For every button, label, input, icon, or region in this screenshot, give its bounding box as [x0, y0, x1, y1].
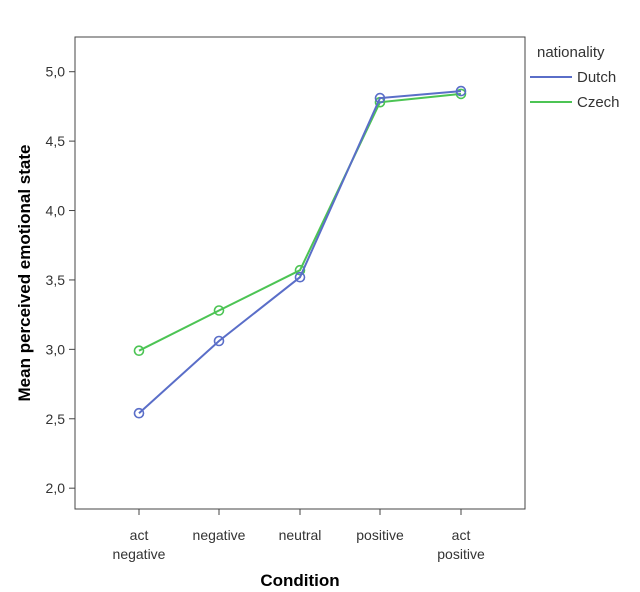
data-point: [455, 85, 467, 97]
data-point: [133, 407, 145, 419]
series-dutch: [133, 85, 467, 419]
y-tick-label: 5,0: [46, 64, 66, 80]
y-tick-label: 2,5: [46, 411, 66, 427]
y-tick-label: 4,5: [46, 133, 66, 149]
legend-label: Czech: [577, 94, 620, 111]
data-point: [294, 264, 306, 276]
x-tick-label: act positive: [437, 527, 485, 562]
y-axis: 2,0 2,5 3,0 3,5 4,0 4,5 5,0: [46, 64, 75, 496]
y-tick-label: 3,5: [46, 272, 66, 288]
x-axis-title: Condition: [260, 571, 339, 590]
data-point: [133, 345, 145, 357]
data-point: [374, 92, 386, 104]
x-tick-label: negative: [193, 527, 246, 543]
series-line: [138, 92, 462, 352]
legend-label: Dutch: [577, 69, 616, 86]
data-point: [294, 271, 306, 283]
x-tick-label: act negative: [113, 527, 166, 562]
y-tick-label: 2,0: [46, 480, 66, 496]
series-layer: [133, 85, 467, 419]
x-tick-label: neutral: [279, 527, 322, 543]
y-tick-label: 3,0: [46, 341, 66, 357]
data-point: [213, 305, 225, 316]
x-tick-label: positive: [356, 527, 404, 543]
legend-title: nationality: [537, 44, 605, 61]
x-axis: act negative negative neutral positive act pos…: [113, 509, 485, 562]
series-line: [138, 90, 462, 414]
y-tick-label: 4,0: [46, 203, 66, 219]
data-point: [213, 335, 225, 347]
series-czech: [133, 88, 467, 357]
y-axis-title: Mean perceived emotional state: [15, 145, 34, 402]
legend: nationality Dutch Czech: [530, 44, 620, 111]
data-point: [455, 88, 467, 100]
